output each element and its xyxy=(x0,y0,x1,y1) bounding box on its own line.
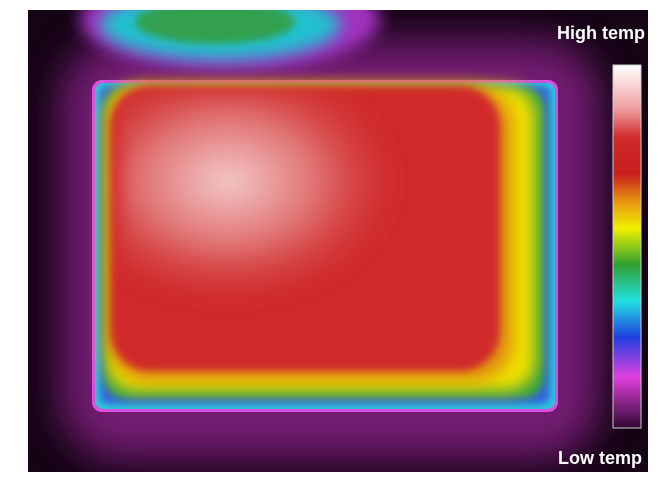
thermal-image xyxy=(28,10,648,472)
high-label: High temp xyxy=(557,23,645,43)
low-label: Low temp xyxy=(558,448,642,468)
color-scale xyxy=(612,64,642,429)
